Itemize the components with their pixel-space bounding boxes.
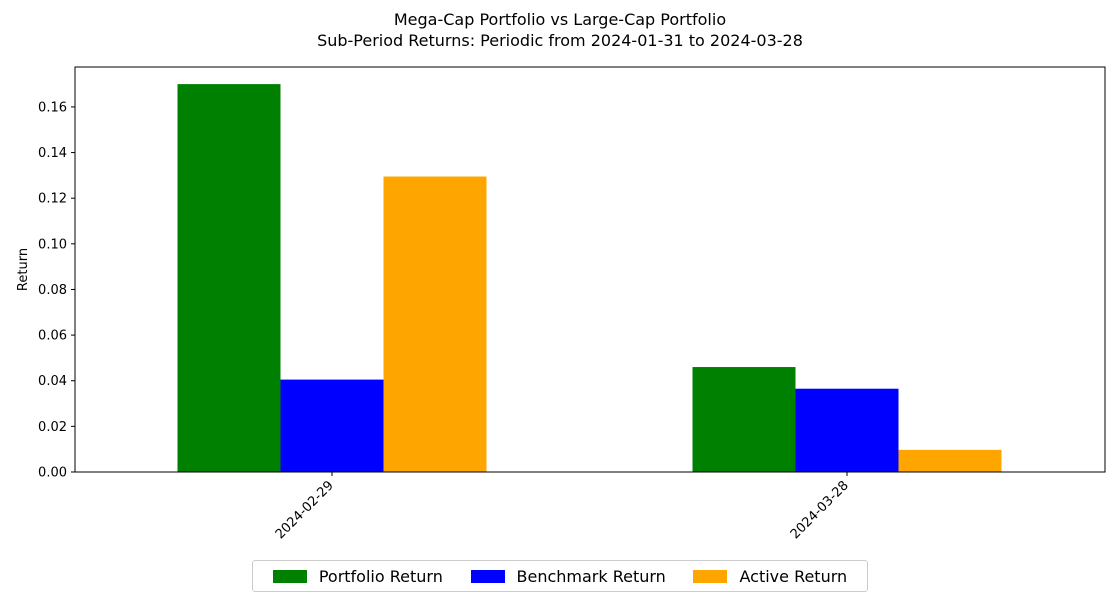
y-tick-label: 0.10 — [38, 237, 67, 252]
plot-frame — [74, 66, 1106, 473]
y-tick-label: 0.02 — [38, 420, 67, 435]
bar-portfolio-return-2024-02-29 — [177, 84, 281, 473]
x-tick-label: 2024-02-29 — [273, 478, 337, 542]
y-axis-label: Return — [16, 248, 31, 291]
y-tick-label: 0.06 — [38, 329, 67, 344]
y-tick-label: 0.08 — [38, 283, 67, 298]
legend-item: Active Return — [693, 567, 847, 586]
chart-subtitle: Sub-Period Returns: Periodic from 2024-0… — [317, 31, 803, 50]
bar-active-return-2024-03-28 — [898, 449, 1002, 472]
bar-portfolio-return-2024-03-28 — [692, 367, 796, 472]
y-tick-label: 0.00 — [38, 466, 67, 481]
legend-swatch — [470, 569, 505, 583]
legend-item: Portfolio Return — [272, 566, 443, 586]
legend-label: Portfolio Return — [318, 566, 443, 586]
bar-benchmark-return-2024-03-28 — [795, 388, 899, 472]
y-tick-label: 0.14 — [38, 146, 67, 161]
legend: Portfolio Return Benchmark Return Active R… — [252, 560, 868, 592]
legend-label: Active Return — [739, 566, 848, 586]
y-axis: 0.00 0.02 0.04 0.06 0.08 0.10 0.12 0.14 0.16 — [38, 100, 75, 481]
y-tick-label: 0.04 — [38, 374, 67, 389]
legend-item: Benchmark Return — [470, 566, 666, 586]
bars-group — [177, 84, 1002, 473]
chart-title: Mega-Cap Portfolio vs Large-Cap Portfoli… — [393, 10, 727, 29]
y-tick-label: 0.12 — [38, 192, 67, 207]
x-axis: 2024-02-29 2024-03-28 — [273, 472, 852, 542]
legend-swatch — [693, 569, 728, 583]
y-tick-label: 0.16 — [38, 100, 67, 115]
legend-swatch — [272, 569, 307, 583]
bar-active-return-2024-02-29 — [383, 176, 487, 473]
x-tick-label: 2024-03-28 — [788, 478, 852, 542]
bar-benchmark-return-2024-02-29 — [280, 379, 384, 472]
legend-label: Benchmark Return — [516, 566, 666, 586]
